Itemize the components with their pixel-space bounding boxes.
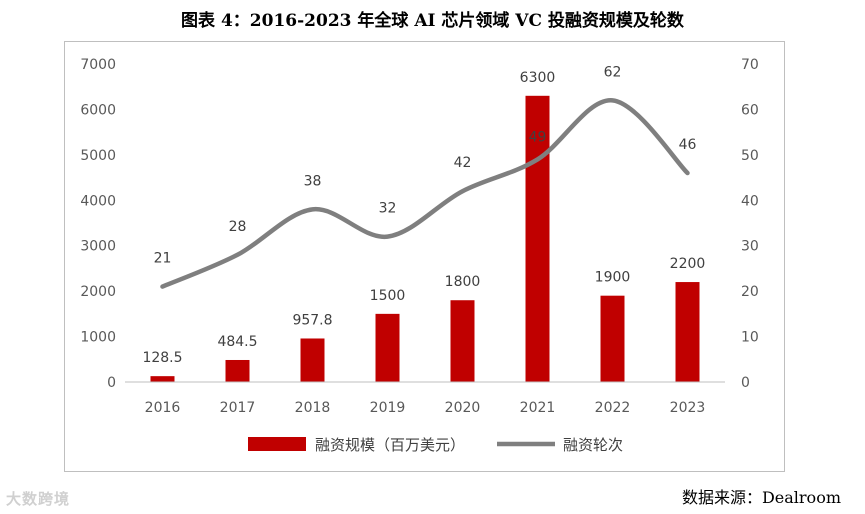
x-tick-label: 2017 xyxy=(220,400,256,416)
x-tick-label: 2022 xyxy=(595,400,631,416)
x-axis: 2016 2017 2018 2019 2020 2021 2022 2023 xyxy=(125,381,725,416)
left-y-tick-label: 5000 xyxy=(80,148,116,164)
left-y-tick-label: 2000 xyxy=(80,284,116,300)
bar-data-label: 1800 xyxy=(445,274,481,290)
right-y-tick-label: 60 xyxy=(741,102,759,118)
line-data-label: 38 xyxy=(304,173,322,189)
line-path xyxy=(160,98,690,289)
line-series: 21 28 38 32 42 49 62 46 xyxy=(154,64,697,289)
right-y-tick-label: 40 xyxy=(741,193,759,209)
right-y-axis: 0 10 20 30 40 50 60 70 xyxy=(741,57,759,391)
bar-series: 128.5 484.5 957.8 1500 1800 6300 1900 2200 xyxy=(142,70,706,383)
left-y-tick-label: 7000 xyxy=(80,57,116,73)
bar-data-label: 2200 xyxy=(670,256,706,272)
chart-frame: 0 1000 2000 3000 4000 5000 6000 7000 0 10 20 30 40 5… xyxy=(64,41,785,472)
line-data-label: 28 xyxy=(229,219,247,235)
bar-data-label: 128.5 xyxy=(142,350,182,366)
left-y-tick-label: 6000 xyxy=(80,102,116,118)
line-data-label: 32 xyxy=(379,201,397,217)
left-y-tick-label: 1000 xyxy=(80,330,116,346)
bar xyxy=(150,376,175,382)
bar-data-label: 484.5 xyxy=(217,334,257,350)
legend-bar-swatch xyxy=(248,437,306,451)
right-y-tick-label: 20 xyxy=(741,284,759,300)
right-y-tick-label: 70 xyxy=(741,57,759,73)
x-tick-label: 2016 xyxy=(145,400,181,416)
bar xyxy=(450,300,475,382)
watermark: 大数跨境 xyxy=(6,490,71,508)
left-y-axis: 0 1000 2000 3000 4000 5000 6000 7000 xyxy=(80,57,116,391)
bar xyxy=(525,95,550,383)
bar xyxy=(600,295,625,382)
bar-data-label: 1500 xyxy=(370,288,406,304)
figure-title: 图表 4：2016-2023 年全球 AI 芯片领域 VC 投融资规模及轮数 xyxy=(181,11,684,31)
right-y-tick-label: 50 xyxy=(741,148,759,164)
x-tick-label: 2023 xyxy=(670,400,706,416)
bar-data-label: 957.8 xyxy=(292,312,332,328)
source-note: 数据来源：Dealroom xyxy=(681,488,841,507)
combo-chart: 0 1000 2000 3000 4000 5000 6000 7000 0 10 20 30 40 5… xyxy=(80,57,759,454)
right-y-tick-label: 30 xyxy=(741,239,759,255)
legend: 融资规模（百万美元） 融资轮次 xyxy=(248,436,623,454)
x-tick-label: 2018 xyxy=(295,400,331,416)
x-tick-label: 2021 xyxy=(520,400,556,416)
line-data-label: 46 xyxy=(679,137,697,153)
line-data-label: 21 xyxy=(154,251,172,267)
bar-data-label: 6300 xyxy=(520,70,556,86)
left-y-tick-label: 4000 xyxy=(80,193,116,209)
line-data-label: 62 xyxy=(604,64,622,80)
bar xyxy=(225,359,250,382)
right-y-tick-label: 10 xyxy=(741,330,759,346)
bar xyxy=(375,313,400,382)
line-data-label: 42 xyxy=(454,155,472,171)
left-y-tick-label: 0 xyxy=(107,375,116,391)
x-tick-label: 2020 xyxy=(445,400,481,416)
legend-line-label: 融资轮次 xyxy=(563,436,623,454)
bar xyxy=(675,282,700,382)
right-y-tick-label: 0 xyxy=(741,375,750,391)
line-data-label: 49 xyxy=(529,129,547,145)
bar xyxy=(300,338,325,382)
left-y-tick-label: 3000 xyxy=(80,239,116,255)
legend-bar-label: 融资规模（百万美元） xyxy=(315,436,465,454)
bar-data-label: 1900 xyxy=(595,270,631,286)
x-tick-label: 2019 xyxy=(370,400,406,416)
